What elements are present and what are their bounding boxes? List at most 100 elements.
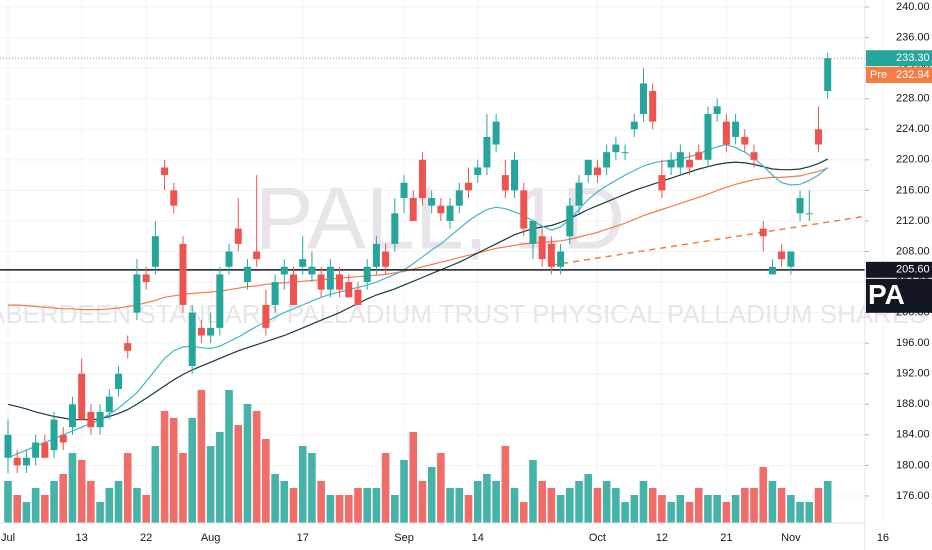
plot: [0, 52, 865, 523]
volume-bar: [335, 495, 344, 523]
volume-bar: [722, 502, 731, 523]
volume-bar: [13, 495, 22, 523]
candle-body: [262, 304, 270, 328]
volume-bar: [298, 446, 307, 523]
candle-body: [520, 190, 528, 229]
volume-bar: [271, 474, 279, 523]
y-tick-label: 184.00: [896, 429, 930, 441]
candle-body: [207, 327, 215, 336]
candle-body: [161, 167, 169, 176]
x-tick-label: 21: [720, 532, 732, 544]
volume-bar: [59, 474, 68, 523]
volume-bar: [427, 467, 436, 523]
volume-bar: [234, 425, 243, 523]
volume-bar: [114, 481, 123, 523]
volume-bar: [658, 495, 666, 523]
x-tick-label: 12: [656, 532, 668, 544]
candle-body: [308, 266, 316, 275]
y-tick-label: 220.00: [896, 154, 930, 166]
candle-body: [649, 91, 657, 122]
volume-bar: [87, 481, 95, 523]
last-price-label: 233.30: [896, 52, 930, 64]
candle-body: [428, 198, 436, 206]
y-tick-label: 216.00: [896, 184, 930, 196]
candle-body: [814, 129, 822, 145]
candle-body: [566, 205, 574, 237]
x-tick-label: Aug: [201, 532, 221, 544]
candle-body: [68, 404, 76, 428]
candle-body: [336, 274, 344, 290]
candle-body: [4, 434, 12, 458]
volume-bar: [326, 495, 335, 523]
volume-bar: [823, 481, 832, 523]
candle-body: [787, 251, 795, 267]
candle-body: [78, 373, 86, 420]
candle-body: [511, 159, 519, 191]
volume-bar: [630, 495, 639, 523]
volume-bar: [169, 418, 178, 523]
candle-body: [299, 259, 307, 267]
y-tick-label: 212.00: [896, 215, 930, 227]
candle-body: [796, 198, 804, 214]
candle-body: [621, 152, 629, 154]
candle-body: [50, 419, 58, 451]
candle-body: [741, 136, 749, 145]
volume-bar: [151, 446, 160, 523]
y-tick-label: 236.00: [896, 31, 930, 43]
candle-body: [124, 343, 132, 351]
volume-bar: [814, 488, 823, 523]
volume-bar: [464, 495, 473, 523]
candle-body: [216, 274, 224, 328]
y-tick-label: 228.00: [896, 93, 930, 105]
volume-bar: [317, 481, 325, 523]
candle-body: [133, 274, 141, 313]
hline-label: 205.60: [896, 264, 930, 276]
candle-body: [151, 236, 159, 267]
x-tick-label: Oct: [589, 532, 606, 544]
candle-body: [197, 327, 205, 336]
volume-bar: [519, 502, 528, 523]
candle-body: [326, 266, 334, 290]
premarket-text: Pre: [870, 69, 887, 81]
candle-body: [658, 175, 666, 191]
candle-body: [722, 121, 730, 145]
volume-bar: [372, 488, 381, 523]
candle-body: [290, 274, 298, 305]
candle-body: [41, 442, 49, 458]
watermark: PALL, 1D: [255, 168, 625, 267]
candle-body: [538, 236, 546, 260]
candle-body: [529, 220, 537, 244]
volume-bar: [381, 453, 390, 523]
last-price-box: [866, 50, 932, 67]
candle-body: [603, 152, 611, 168]
volume-bar: [741, 488, 749, 523]
candle-body: [317, 274, 325, 290]
volume-bar: [676, 495, 685, 523]
volume-bar: [768, 481, 777, 523]
volume-bar: [492, 481, 500, 523]
candle-body: [142, 274, 150, 283]
candle-body: [474, 167, 482, 176]
candle-body: [575, 182, 583, 206]
volume-bar: [694, 488, 703, 523]
candle-body: [483, 136, 491, 168]
x-tick-label: 22: [140, 532, 152, 544]
volume-bar: [400, 460, 408, 523]
volume-bar: [22, 502, 31, 523]
candle-body: [271, 282, 279, 305]
volume-bar: [41, 495, 49, 523]
candle-body: [243, 266, 251, 283]
volume-bar: [648, 488, 657, 523]
candle-body: [676, 152, 684, 168]
y-tick-label: 240.00: [896, 1, 930, 13]
volume-bar: [280, 481, 289, 523]
premarket-label: 232.94: [896, 69, 930, 81]
volume-bar: [142, 495, 150, 523]
volume-bar: [446, 488, 454, 523]
candle-body: [704, 113, 712, 160]
moving-average: [7, 158, 828, 421]
candle-body: [59, 434, 67, 443]
volume-bar: [556, 495, 565, 523]
